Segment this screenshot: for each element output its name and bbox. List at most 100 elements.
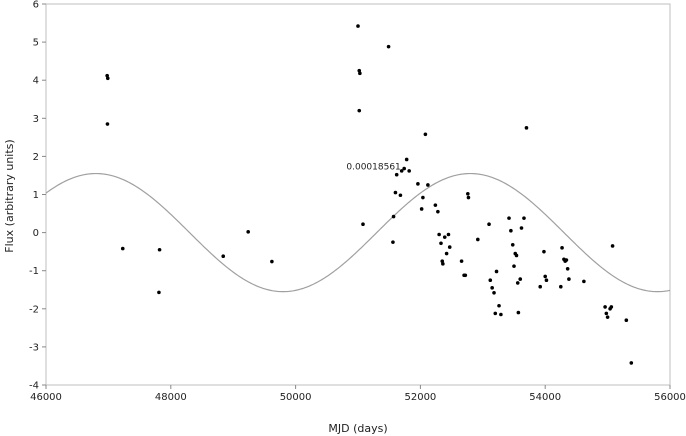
data-point <box>538 284 543 289</box>
data-point <box>493 311 498 316</box>
x-axis: 46000 48000 50000 52000 54000 56000 <box>30 385 686 403</box>
y-tick-label: -1 <box>29 266 39 277</box>
data-point <box>399 169 404 173</box>
data-point <box>423 132 428 137</box>
x-tick-label: 50000 <box>280 392 312 403</box>
data-point <box>394 172 399 177</box>
y-axis: -4 -3 -2 -1 0 1 2 3 4 5 6 <box>29 0 46 392</box>
data-point <box>515 281 520 285</box>
y-tick-label: 0 <box>33 228 39 239</box>
data-point <box>494 269 499 274</box>
data-point <box>447 245 452 249</box>
data-point <box>512 264 516 268</box>
data-point <box>402 166 406 171</box>
data-point <box>490 286 494 290</box>
data-point <box>426 183 430 187</box>
data-point <box>605 315 610 319</box>
data-point <box>524 126 529 130</box>
data-point <box>419 207 424 211</box>
data-point <box>391 240 395 244</box>
y-tick-label: 2 <box>33 152 39 163</box>
x-tick-label: 48000 <box>155 392 187 403</box>
period-annotation: 0.00018561 <box>346 163 400 173</box>
data-point <box>442 235 447 239</box>
data-point <box>398 193 403 198</box>
data-point <box>105 76 110 81</box>
y-tick-label: -2 <box>29 304 39 315</box>
data-point <box>476 237 480 242</box>
data-point <box>609 305 614 309</box>
y-tick-label: 1 <box>33 190 39 201</box>
data-point <box>488 278 493 283</box>
data-point <box>497 303 501 308</box>
data-point <box>544 278 549 283</box>
data-point <box>120 246 125 251</box>
data-point <box>466 195 471 200</box>
data-point <box>433 203 438 207</box>
y-tick-label: -4 <box>29 381 39 392</box>
data-point <box>407 169 411 173</box>
y-tick-label: 4 <box>33 76 39 87</box>
data-point <box>487 222 491 227</box>
data-point <box>446 232 451 237</box>
data-point <box>404 157 409 162</box>
data-point <box>509 228 513 233</box>
data-point <box>582 279 586 284</box>
x-tick-label: 56000 <box>654 392 686 403</box>
data-point <box>270 259 274 264</box>
y-tick-label: -3 <box>29 342 39 353</box>
data-point <box>246 230 250 234</box>
data-point <box>507 216 511 220</box>
data-point <box>610 244 615 248</box>
data-point <box>543 274 547 279</box>
data-point <box>604 311 609 316</box>
y-tick-label: 5 <box>33 38 39 49</box>
data-point <box>629 361 634 365</box>
x-tick-label: 54000 <box>529 392 561 403</box>
data-point <box>559 284 563 289</box>
data-point <box>518 277 523 281</box>
data-point <box>603 305 607 309</box>
data-point <box>444 251 449 256</box>
data-point <box>463 273 468 278</box>
data-point <box>416 182 420 186</box>
data-point <box>459 259 464 263</box>
data-point <box>466 191 470 196</box>
data-point <box>492 291 496 295</box>
data-point <box>393 190 398 195</box>
data-points <box>105 24 634 365</box>
data-point <box>567 277 571 281</box>
data-point <box>436 209 440 214</box>
data-point <box>157 290 161 295</box>
data-point <box>560 246 564 250</box>
data-point <box>437 232 441 237</box>
x-tick-label: 52000 <box>404 392 436 403</box>
y-tick-label: 6 <box>33 0 39 11</box>
data-point <box>514 253 519 258</box>
data-point <box>564 258 569 262</box>
y-axis-title: Flux (arbitrary units) <box>3 139 16 252</box>
data-point <box>356 24 360 28</box>
y-tick-label: 3 <box>33 114 39 125</box>
data-point <box>441 262 445 266</box>
data-point <box>421 195 425 200</box>
data-point <box>391 214 396 219</box>
data-point <box>542 249 546 254</box>
data-point <box>439 241 443 246</box>
data-point <box>357 108 362 113</box>
data-point <box>358 71 362 76</box>
data-point <box>157 247 162 252</box>
data-point <box>510 242 515 247</box>
data-point <box>516 310 521 315</box>
data-point <box>499 312 503 317</box>
data-point <box>386 44 391 49</box>
data-point <box>565 267 570 271</box>
data-point <box>105 122 110 126</box>
x-axis-title: MJD (days) <box>328 422 387 435</box>
data-point <box>522 216 526 220</box>
plot-frame <box>45 3 671 386</box>
data-point <box>221 254 226 259</box>
data-point <box>624 318 629 323</box>
